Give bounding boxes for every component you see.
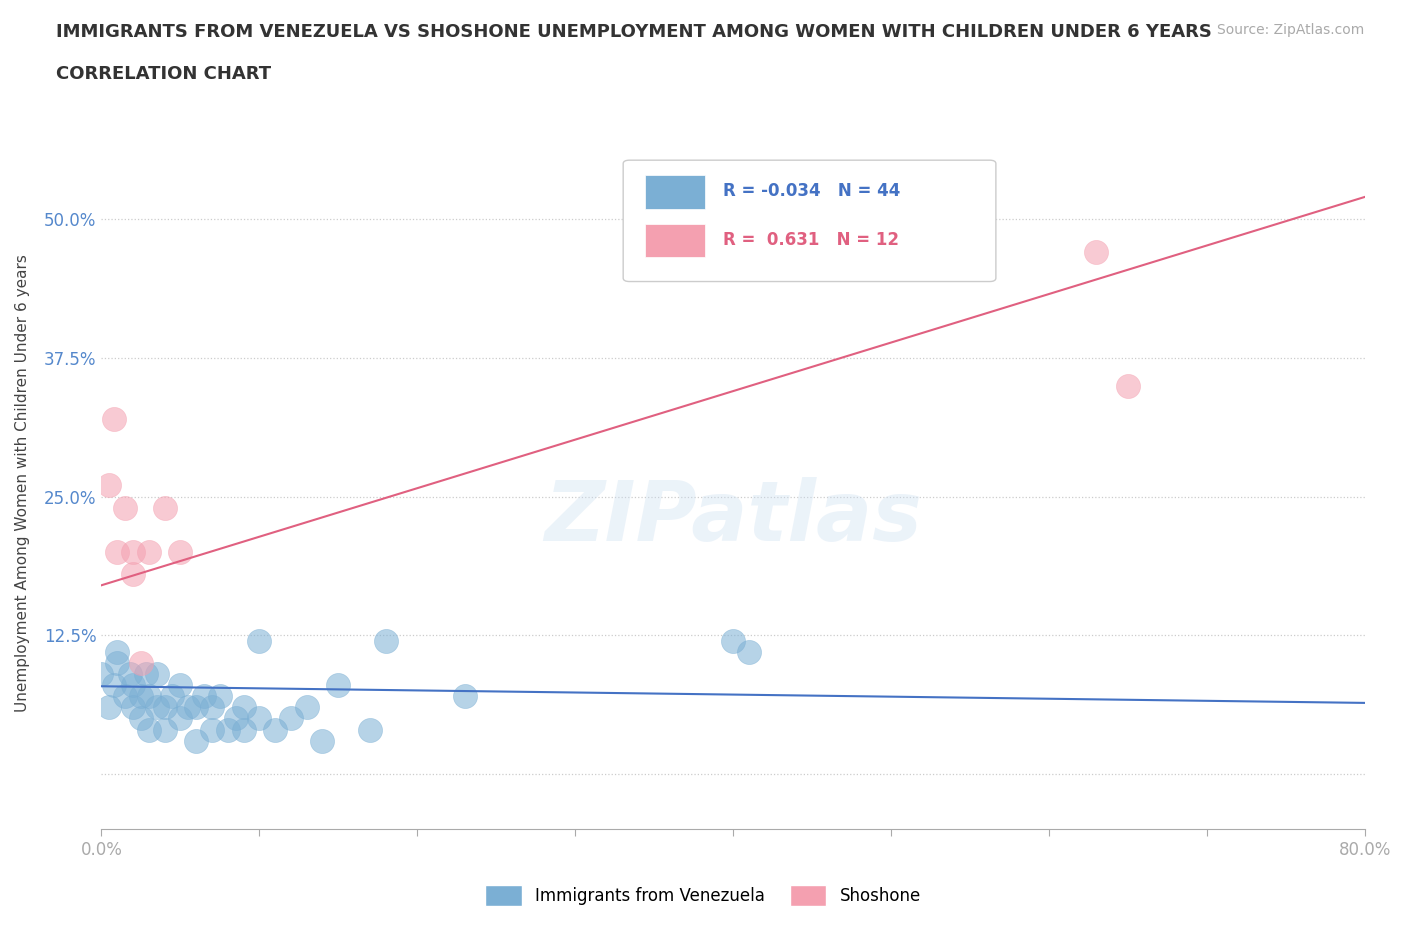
Point <box>264 722 287 737</box>
Point <box>90 667 112 682</box>
Legend: Immigrants from Venezuela, Shoshone: Immigrants from Venezuela, Shoshone <box>478 879 928 912</box>
Point <box>105 545 128 560</box>
Point <box>135 667 157 682</box>
Point <box>153 700 176 715</box>
Point <box>184 733 207 748</box>
Point <box>247 711 270 726</box>
Point <box>232 700 254 715</box>
Point <box>374 633 396 648</box>
Text: Source: ZipAtlas.com: Source: ZipAtlas.com <box>1216 23 1364 37</box>
Point <box>129 711 152 726</box>
Point <box>153 500 176 515</box>
Point <box>153 722 176 737</box>
Point <box>98 478 121 493</box>
Point <box>177 700 200 715</box>
Point <box>169 711 191 726</box>
Point <box>122 545 145 560</box>
Point <box>208 689 231 704</box>
Point <box>453 689 475 704</box>
Point <box>201 700 224 715</box>
Point <box>129 656 152 671</box>
Point <box>359 722 381 737</box>
Point <box>145 667 167 682</box>
Text: R = -0.034   N = 44: R = -0.034 N = 44 <box>723 182 900 200</box>
Point <box>169 678 191 693</box>
Point <box>138 722 160 737</box>
Point <box>295 700 318 715</box>
Point <box>138 545 160 560</box>
Point <box>738 644 761 659</box>
FancyBboxPatch shape <box>623 160 995 282</box>
Point <box>122 678 145 693</box>
Point <box>184 700 207 715</box>
Text: IMMIGRANTS FROM VENEZUELA VS SHOSHONE UNEMPLOYMENT AMONG WOMEN WITH CHILDREN UND: IMMIGRANTS FROM VENEZUELA VS SHOSHONE UN… <box>56 23 1212 41</box>
Point <box>129 689 152 704</box>
Point <box>122 700 145 715</box>
Point <box>247 633 270 648</box>
Point <box>217 722 239 737</box>
Text: R =  0.631   N = 12: R = 0.631 N = 12 <box>723 231 898 249</box>
Point <box>280 711 302 726</box>
Point <box>105 656 128 671</box>
Bar <box>645 176 706 208</box>
Point <box>114 500 136 515</box>
Point <box>145 700 167 715</box>
Point <box>162 689 184 704</box>
Point <box>311 733 333 748</box>
Point <box>328 678 350 693</box>
Point <box>1116 379 1139 393</box>
Point <box>225 711 247 726</box>
Text: ZIPatlas: ZIPatlas <box>544 477 922 558</box>
Point <box>122 566 145 581</box>
Point <box>721 633 744 648</box>
Point <box>232 722 254 737</box>
Point <box>118 667 141 682</box>
Point <box>1085 245 1108 259</box>
Point <box>103 411 125 426</box>
Point <box>193 689 215 704</box>
Point <box>169 545 191 560</box>
Point <box>98 700 121 715</box>
Text: CORRELATION CHART: CORRELATION CHART <box>56 65 271 83</box>
Point <box>105 644 128 659</box>
Bar <box>645 224 706 258</box>
Point <box>103 678 125 693</box>
Point <box>114 689 136 704</box>
Point <box>201 722 224 737</box>
Point <box>138 689 160 704</box>
Y-axis label: Unemployment Among Women with Children Under 6 years: Unemployment Among Women with Children U… <box>15 254 30 711</box>
